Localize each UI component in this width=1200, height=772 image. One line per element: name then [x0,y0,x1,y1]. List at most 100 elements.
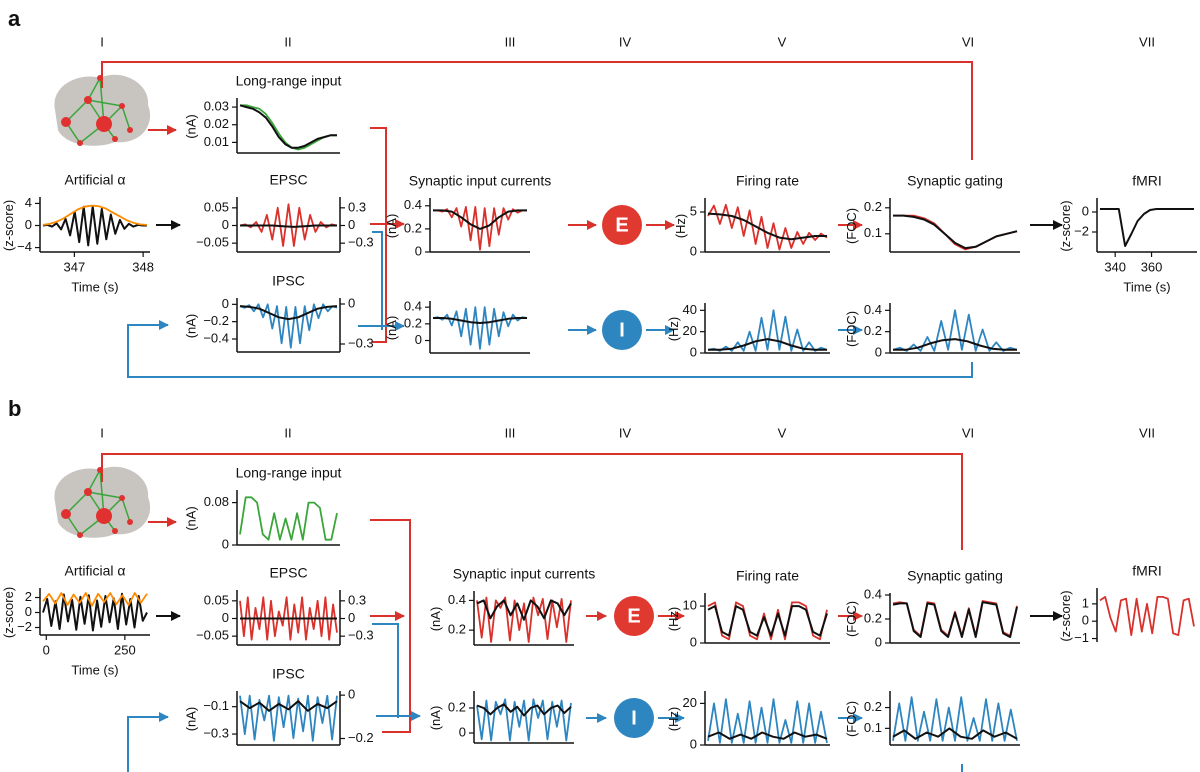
y-axis-label: (nA) [184,707,199,732]
plot: 0.10.2(FOC) [844,691,1020,745]
y-tick-label: 4 [25,195,32,210]
y-tick-label: −1 [1074,630,1089,645]
y-axis-label: (nA) [384,214,399,239]
column-label: VI [962,34,974,49]
trace [1100,209,1194,246]
plot: Artificial α−202(z-score)0250Time (s) [1,563,150,678]
column-label: V [778,34,787,49]
trace [708,606,827,636]
y-tick-label: 20 [683,695,697,710]
plot-title: EPSC [269,565,307,581]
x-axis-label: Time (s) [1123,279,1170,294]
plot: Firing rate010(Hz) [666,568,830,650]
plot-title: Firing rate [736,173,799,189]
y-tick-label: 0.05 [204,592,229,607]
y-tick-label: 0.03 [204,99,229,114]
population-label: I [631,707,637,729]
y-tick-label: 0.02 [204,116,229,131]
y2-tick-label: 0 [348,610,355,625]
y2-tick-label: −0.3 [348,235,374,250]
trace [433,307,527,349]
y-tick-label: 0.4 [404,197,422,212]
y-tick-label: 0.4 [864,586,882,601]
y2-tick-label: −0.3 [348,628,374,643]
plot-title: EPSC [269,172,307,188]
plot-title: Artificial α [65,563,126,579]
y-axis-label: (Hz) [666,607,681,632]
x-tick-label: 250 [114,642,136,657]
plot: Firing rate 0 5(Hz) [673,173,830,259]
plot: 00.2(nA) [428,691,574,743]
plot-title: Long-range input [236,73,342,89]
plot-title: Artificial α [65,172,126,188]
y-axis-label: (Hz) [666,707,681,732]
y-axis-label: (FOC) [844,311,859,347]
y-axis-label: (z-score) [1,200,16,251]
trace [893,216,1017,250]
trace [893,310,1017,351]
x-tick-label: 348 [132,259,154,274]
y-axis-label: (nA) [428,706,443,731]
trace [240,304,337,347]
column-label: III [505,34,516,49]
y-tick-label: 2 [25,589,32,604]
trace [893,601,1017,636]
y-tick-label: 5 [690,203,697,218]
y-tick-label: 0 [415,332,422,347]
y-tick-label: 0.2 [404,315,422,330]
figure: aIIIIIIIVVVIVIIEIbIIIIIIIVVVIVIIEILong-r… [0,0,1200,772]
y-tick-label: −0.1 [203,698,229,713]
y2-tick-label: 0 [348,295,355,310]
plot-title: Synaptic input currents [453,566,595,582]
plot: Synaptic gating00.20.4(FOC) [844,568,1020,650]
y-tick-label: 0.05 [204,199,229,214]
y-axis-label: (Hz) [673,214,688,239]
y-axis-label: (FOC) [844,701,859,737]
plot: IPSC−0.4−0.20(nA)−0.30 [184,273,374,352]
column-label: VI [962,425,974,440]
y-tick-label: 0 [1082,613,1089,628]
trace [240,105,337,147]
y-tick-label: 0 [415,243,422,258]
column-label: V [778,425,787,440]
y-tick-label: 0 [1082,203,1089,218]
x-tick-label: 340 [1104,259,1126,274]
y-axis-label: (nA) [384,316,399,341]
y2-tick-label: 0.3 [348,199,366,214]
y-tick-label: 0.2 [864,699,882,714]
x-axis-label: Time (s) [71,662,118,677]
column-label: IV [619,34,632,49]
y-tick-label: 0 [222,217,229,232]
plot: 00.20.4(nA) [384,299,530,353]
population-label: E [627,605,640,627]
y-axis-label: (nA) [428,607,443,632]
trace [893,602,1017,637]
plot-title: Synaptic input currents [409,173,551,189]
y-axis-label: (FOC) [844,208,859,244]
plot-title: Synaptic gating [907,173,1003,189]
plot-title: Long-range input [236,465,342,481]
y-axis-label: (FOC) [844,601,859,637]
y-tick-label: −0.2 [203,313,229,328]
y-tick-label: −4 [17,239,32,254]
x-tick-label: 347 [64,259,86,274]
y-tick-label: 0 [690,243,697,258]
panel-letter: a [8,6,21,31]
y2-tick-label: −0.3 [348,335,374,350]
y-tick-label: 10 [683,598,697,613]
y-tick-label: 0.01 [204,134,229,149]
plot-title: Firing rate [736,568,799,584]
panel-letter: b [8,396,21,421]
plot-title: fMRI [1132,173,1162,189]
y-tick-label: 0.2 [448,622,466,637]
population-label: I [619,319,625,341]
trace [240,497,337,539]
y-tick-label: 0.2 [448,699,466,714]
